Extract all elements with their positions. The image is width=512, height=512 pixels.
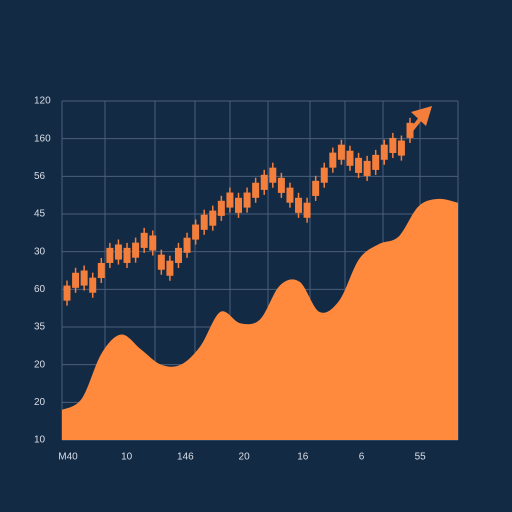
x-tick-label: 6: [359, 452, 365, 463]
candle: [174, 247, 182, 263]
y-tick-label: 30: [34, 246, 46, 257]
candle: [389, 137, 397, 153]
y-tick-label: 120: [34, 96, 51, 107]
candle: [295, 197, 303, 213]
x-tick-label: M40: [58, 452, 78, 463]
candle: [346, 150, 354, 166]
candle: [72, 272, 80, 288]
y-tick-label: 160: [34, 133, 51, 144]
candle: [97, 262, 105, 279]
candle: [123, 247, 131, 263]
candle: [363, 160, 371, 176]
candle: [217, 200, 225, 216]
candle: [226, 192, 234, 208]
x-tick-label: 20: [239, 452, 251, 463]
candle: [140, 232, 148, 248]
candle: [380, 144, 388, 160]
y-tick-label: 20: [34, 359, 46, 370]
y-tick-label: 56: [34, 171, 46, 182]
candle: [397, 140, 405, 156]
candle: [260, 174, 268, 190]
candle: [132, 242, 140, 258]
candle: [80, 270, 88, 286]
y-tick-label: 60: [34, 284, 46, 295]
candle: [252, 182, 260, 198]
y-tick-label: 10: [34, 435, 46, 446]
candle: [269, 167, 277, 183]
y-tick-label: 35: [34, 322, 46, 333]
x-tick-label: 55: [415, 452, 427, 463]
candle: [286, 187, 294, 203]
candle: [372, 154, 380, 170]
candle: [89, 277, 97, 293]
candle: [355, 157, 363, 173]
trend-arrow-head: [411, 106, 432, 126]
x-tick-label: 10: [121, 452, 133, 463]
candle: [166, 260, 174, 276]
x-tick-label: 146: [177, 452, 194, 463]
candle: [209, 210, 217, 226]
candle: [149, 235, 157, 251]
x-tick-label: 16: [297, 452, 309, 463]
candle: [63, 285, 71, 301]
candle: [329, 152, 337, 168]
candle: [192, 224, 200, 240]
candle: [114, 244, 122, 260]
candle: [277, 177, 285, 193]
y-tick-label: 20: [34, 397, 46, 408]
candle: [183, 237, 191, 253]
candle: [320, 167, 328, 183]
candle: [157, 254, 165, 270]
candle: [235, 197, 242, 213]
candle: [312, 180, 320, 196]
candle: [200, 214, 208, 230]
y-tick-label: 45: [34, 209, 46, 220]
candle: [243, 192, 251, 208]
area: [62, 198, 458, 440]
candle: [106, 247, 114, 263]
candle: [303, 202, 311, 218]
candle: [337, 144, 345, 160]
